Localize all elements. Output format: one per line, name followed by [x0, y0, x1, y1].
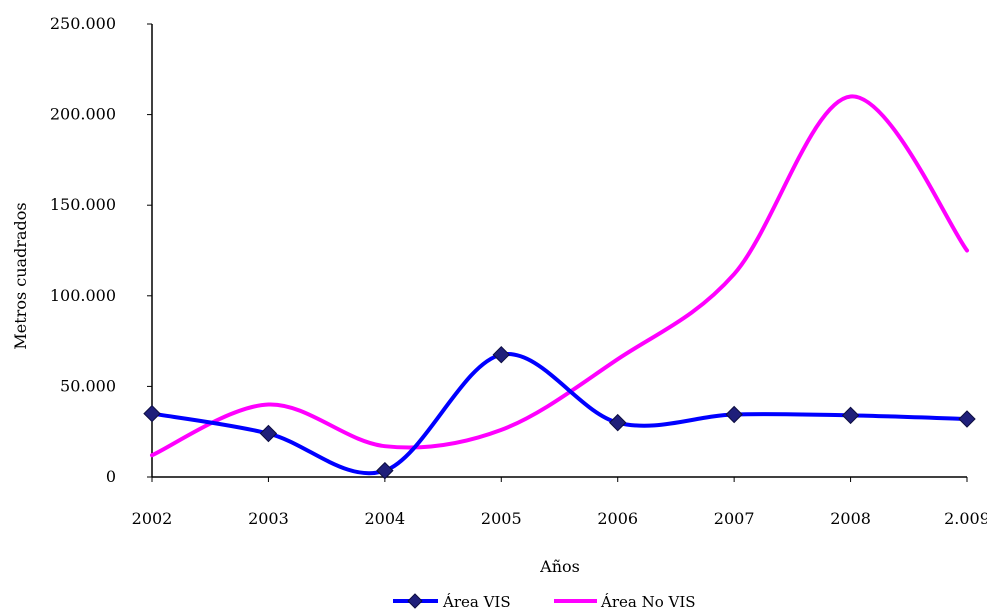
y-tick-label: 100.000 — [50, 286, 116, 305]
x-tick-label: 2.009 — [944, 509, 987, 528]
axes: 0 50.000 100.000 150.000 200.000 250.000 2002 2… — [50, 14, 987, 528]
data-point-marker — [958, 410, 976, 428]
data-point-marker — [609, 413, 627, 432]
data-point-marker — [492, 345, 510, 364]
x-tick-label: 2004 — [364, 509, 405, 528]
y-tick-label: 50.000 — [60, 376, 116, 395]
series-area-vis — [143, 345, 976, 480]
series-layer — [143, 94, 976, 480]
legend-label-area-no-vis: Área No VIS — [600, 593, 696, 611]
data-point-marker — [143, 404, 161, 423]
y-axis-title: Metros cuadrados — [11, 202, 30, 349]
data-point-marker — [725, 405, 743, 424]
x-tick-label: 2005 — [481, 509, 522, 528]
x-tick-label: 2003 — [248, 509, 289, 528]
x-tick-label: 2007 — [714, 509, 755, 528]
series-line — [150, 352, 969, 476]
x-tick-label: 2008 — [830, 509, 871, 528]
y-tick-label: 200.000 — [50, 105, 116, 124]
legend: Área VIS Área No VIS — [393, 593, 696, 611]
data-point-marker — [376, 461, 394, 480]
legend-marker-area-vis — [407, 593, 423, 609]
series-area-no-vis — [150, 94, 969, 458]
x-tick-label: 2006 — [597, 509, 638, 528]
data-point-marker — [259, 424, 278, 443]
y-tick-label: 250.000 — [50, 14, 116, 33]
legend-label-area-vis: Área VIS — [442, 593, 511, 611]
x-tick-label: 2002 — [132, 509, 173, 528]
series-line — [150, 94, 969, 458]
x-axis-title: Años — [539, 557, 580, 576]
data-point-marker — [841, 406, 860, 425]
y-tick-label: 0 — [106, 467, 116, 486]
y-tick-label: 150.000 — [50, 195, 116, 214]
